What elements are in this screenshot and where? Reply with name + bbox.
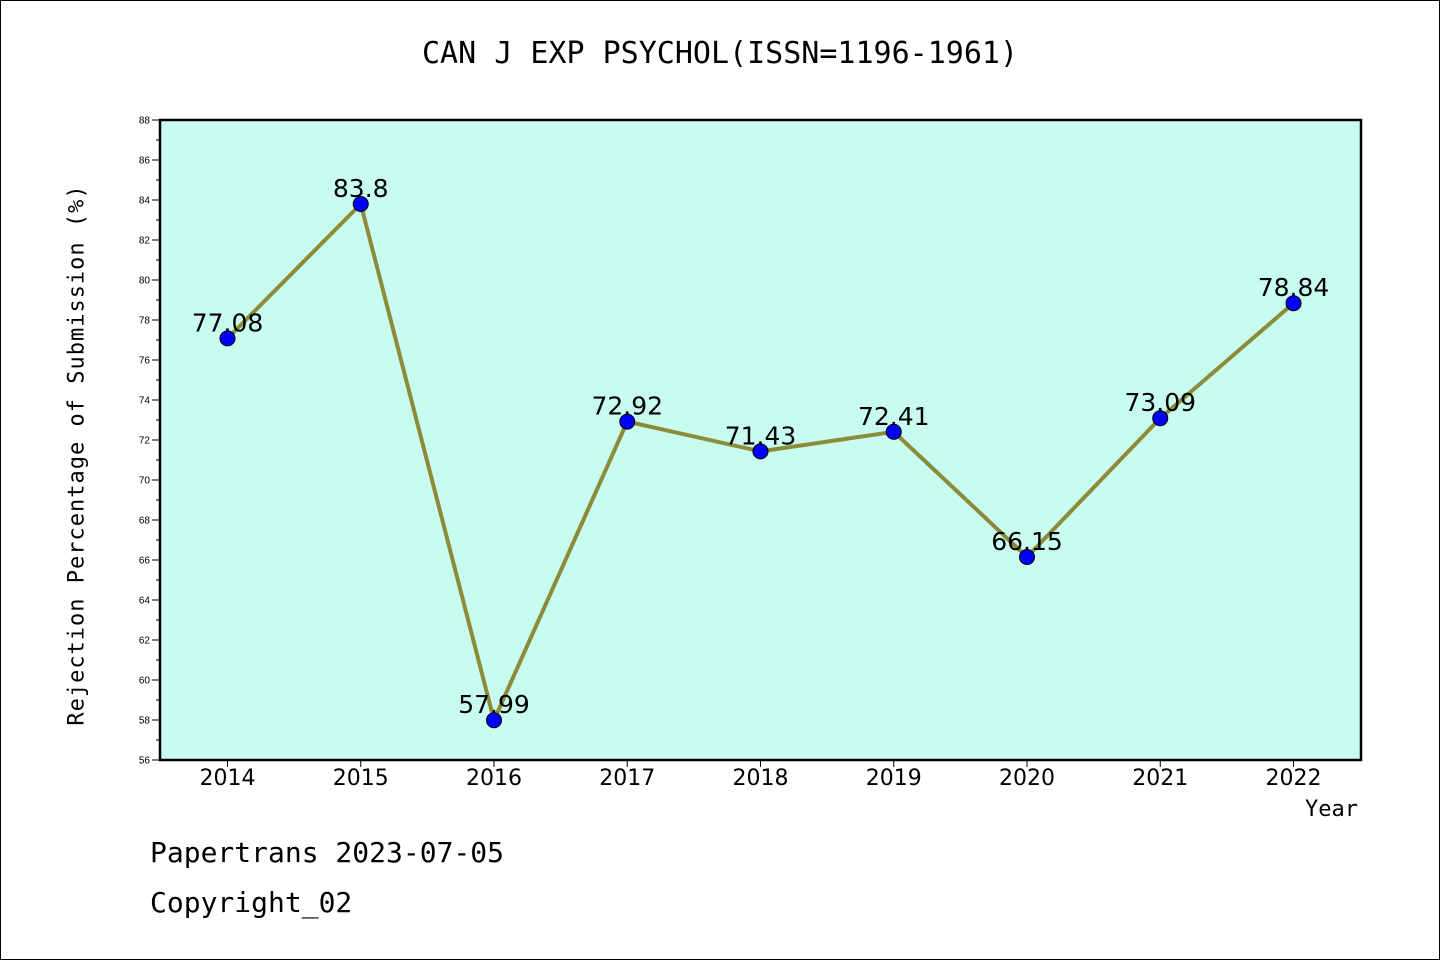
data-point xyxy=(1019,549,1035,565)
data-label: 77.08 xyxy=(192,308,264,337)
data-point xyxy=(752,443,769,460)
x-tick-label: 2020 xyxy=(999,766,1055,791)
y-axis: 56 58 60 62 64 66 68 70 72 74 76 78 80 82 84 86 88 xyxy=(139,116,160,767)
y-tick-label: 88 xyxy=(139,116,151,127)
x-tick-label: 2021 xyxy=(1132,766,1188,791)
data-point xyxy=(885,423,902,440)
data-point xyxy=(1285,295,1302,312)
y-tick-label: 68 xyxy=(139,516,151,527)
data-label: 72.41 xyxy=(858,402,930,431)
data-point xyxy=(219,330,236,347)
chart-title: CAN J EXP PSYCHOL(ISSN=1196-1961) xyxy=(421,36,1019,71)
y-tick-label: 76 xyxy=(139,356,151,367)
y-tick-label: 70 xyxy=(139,476,151,487)
y-tick-label: 56 xyxy=(139,756,151,767)
y-tick-label: 64 xyxy=(139,596,151,607)
data-label: 66.15 xyxy=(991,527,1063,556)
x-axis: 2014 2015 2016 2017 2018 2019 2020 2021 2022 xyxy=(200,760,1322,791)
y-tick-label: 60 xyxy=(139,676,151,687)
y-tick-label: 84 xyxy=(139,196,151,207)
data-label: 57.99 xyxy=(458,690,530,719)
x-tick-label: 2015 xyxy=(333,766,389,791)
series-group: 77.08 83.8 57.99 72.92 71.43 72.41 66.15 73.09 7… xyxy=(192,174,1330,729)
y-tick-label: 58 xyxy=(139,716,151,727)
data-label: 72.92 xyxy=(591,392,663,421)
data-point xyxy=(352,196,369,212)
x-tick-label: 2014 xyxy=(200,766,256,791)
x-tick-label: 2018 xyxy=(733,766,789,791)
footer-source: Papertrans 2023-07-05 xyxy=(150,836,505,869)
y-tick-label: 74 xyxy=(139,396,151,407)
y-tick-label: 80 xyxy=(139,276,151,287)
data-label: 73.09 xyxy=(1124,388,1196,417)
data-point xyxy=(1152,410,1169,427)
plot-area xyxy=(160,120,1361,760)
data-point xyxy=(619,413,636,430)
data-label: 71.43 xyxy=(725,421,797,450)
footer-copyright: Copyright_02 xyxy=(150,886,353,919)
y-tick-label: 82 xyxy=(139,236,151,247)
data-label: 83.8 xyxy=(333,174,389,203)
x-tick-label: 2017 xyxy=(599,766,655,791)
x-tick-label: 2016 xyxy=(466,766,522,791)
y-tick-label: 62 xyxy=(139,636,151,647)
x-axis-label: Year xyxy=(1305,797,1358,822)
x-tick-label: 2022 xyxy=(1266,766,1322,791)
y-tick-label: 66 xyxy=(139,556,151,567)
y-tick-label: 86 xyxy=(139,156,151,167)
y-tick-label: 78 xyxy=(139,316,151,327)
data-point xyxy=(486,712,502,729)
plot-border xyxy=(158,118,1363,762)
y-tick-label: 72 xyxy=(139,436,151,447)
x-tick-label: 2019 xyxy=(866,766,922,791)
data-label: 78.84 xyxy=(1258,273,1330,302)
